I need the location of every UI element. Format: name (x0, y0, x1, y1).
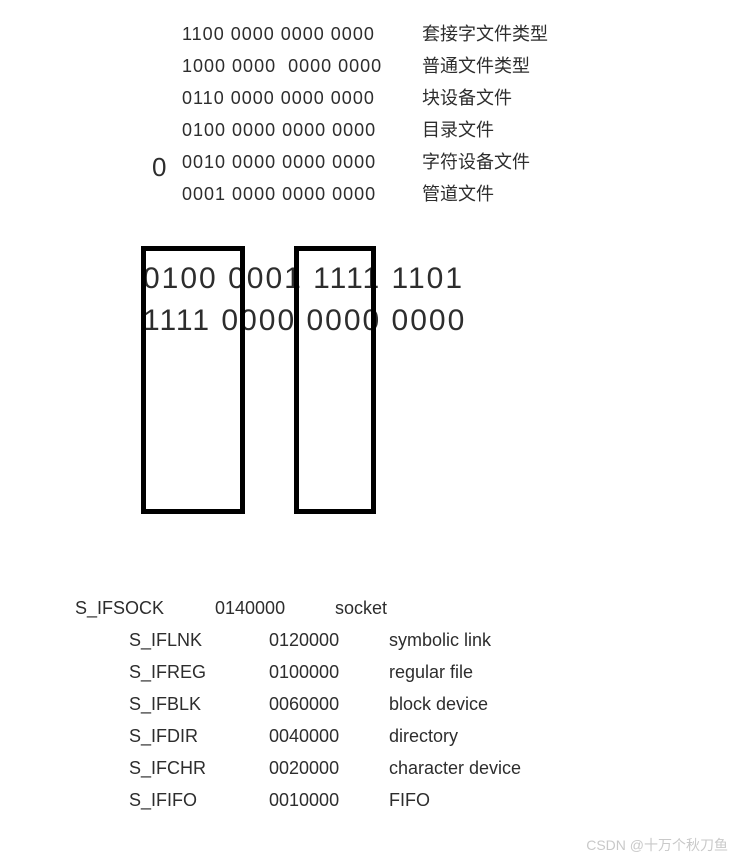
file-type-desc: 管道文件 (422, 180, 494, 206)
posix-macro-name: S_IFBLK (129, 688, 269, 720)
file-type-row: 0100 0000 0000 0000目录文件 (182, 116, 548, 142)
posix-macro-name: S_IFCHR (129, 752, 269, 784)
posix-macro-value: 0020000 (269, 752, 389, 784)
posix-macro-list: S_IFSOCK0140000socketS_IFLNK0120000symbo… (75, 592, 521, 816)
watermark: CSDN @十万个秋刀鱼 (586, 835, 728, 855)
posix-macro-name: S_IFIFO (129, 784, 269, 816)
file-type-row: 1100 0000 0000 0000套接字文件类型 (182, 20, 548, 46)
page: 0 1100 0000 0000 0000套接字文件类型1000 0000 00… (0, 0, 736, 859)
file-type-bits-table: 1100 0000 0000 0000套接字文件类型1000 0000 0000… (182, 20, 548, 212)
posix-macro-value: 0010000 (269, 784, 389, 816)
bitmask-line: 1111 0000 0000 0000 (143, 300, 466, 342)
file-type-bits: 0001 0000 0000 0000 (182, 184, 422, 205)
posix-macro-name: S_IFLNK (129, 624, 269, 656)
file-type-bits: 1100 0000 0000 0000 (182, 24, 422, 45)
posix-row: S_IFDIR0040000directory (75, 720, 521, 752)
posix-row: S_IFIFO0010000FIFO (75, 784, 521, 816)
posix-macro-desc: block device (389, 688, 488, 720)
file-type-row: 0001 0000 0000 0000管道文件 (182, 180, 548, 206)
file-type-bits: 0100 0000 0000 0000 (182, 120, 422, 141)
file-type-desc: 套接字文件类型 (422, 20, 548, 46)
file-type-desc: 块设备文件 (422, 84, 512, 110)
posix-macro-value: 0060000 (269, 688, 389, 720)
posix-macro-name: S_IFDIR (129, 720, 269, 752)
posix-row: S_IFBLK0060000block device (75, 688, 521, 720)
bitmask-example: 0100 0001 1111 11011111 0000 0000 0000 (143, 258, 466, 342)
file-type-bits: 0010 0000 0000 0000 (182, 152, 422, 173)
posix-macro-value: 0100000 (269, 656, 389, 688)
file-type-row: 0110 0000 0000 0000块设备文件 (182, 84, 548, 110)
posix-macro-desc: directory (389, 720, 458, 752)
posix-macro-value: 0120000 (269, 624, 389, 656)
file-type-desc: 普通文件类型 (422, 52, 530, 78)
posix-row: S_IFREG0100000regular file (75, 656, 521, 688)
posix-macro-name: S_IFREG (129, 656, 269, 688)
file-type-row: 0010 0000 0000 0000字符设备文件 (182, 148, 548, 174)
posix-macro-desc: regular file (389, 656, 473, 688)
posix-macro-desc: character device (389, 752, 521, 784)
posix-macro-desc: symbolic link (389, 624, 491, 656)
file-type-desc: 目录文件 (422, 116, 494, 142)
text-cursor-mark: 0 (152, 152, 166, 183)
posix-row: S_IFSOCK0140000socket (75, 592, 521, 624)
file-type-bits: 1000 0000 0000 0000 (182, 56, 422, 77)
posix-row: S_IFCHR0020000character device (75, 752, 521, 784)
posix-macro-value: 0040000 (269, 720, 389, 752)
posix-row: S_IFLNK0120000symbolic link (75, 624, 521, 656)
file-type-desc: 字符设备文件 (422, 148, 530, 174)
posix-macro-desc: socket (335, 592, 387, 624)
posix-macro-value: 0140000 (215, 592, 335, 624)
file-type-row: 1000 0000 0000 0000普通文件类型 (182, 52, 548, 78)
file-type-bits: 0110 0000 0000 0000 (182, 88, 422, 109)
posix-macro-desc: FIFO (389, 784, 430, 816)
bitmask-line: 0100 0001 1111 1101 (143, 258, 466, 300)
posix-macro-name: S_IFSOCK (75, 592, 215, 624)
